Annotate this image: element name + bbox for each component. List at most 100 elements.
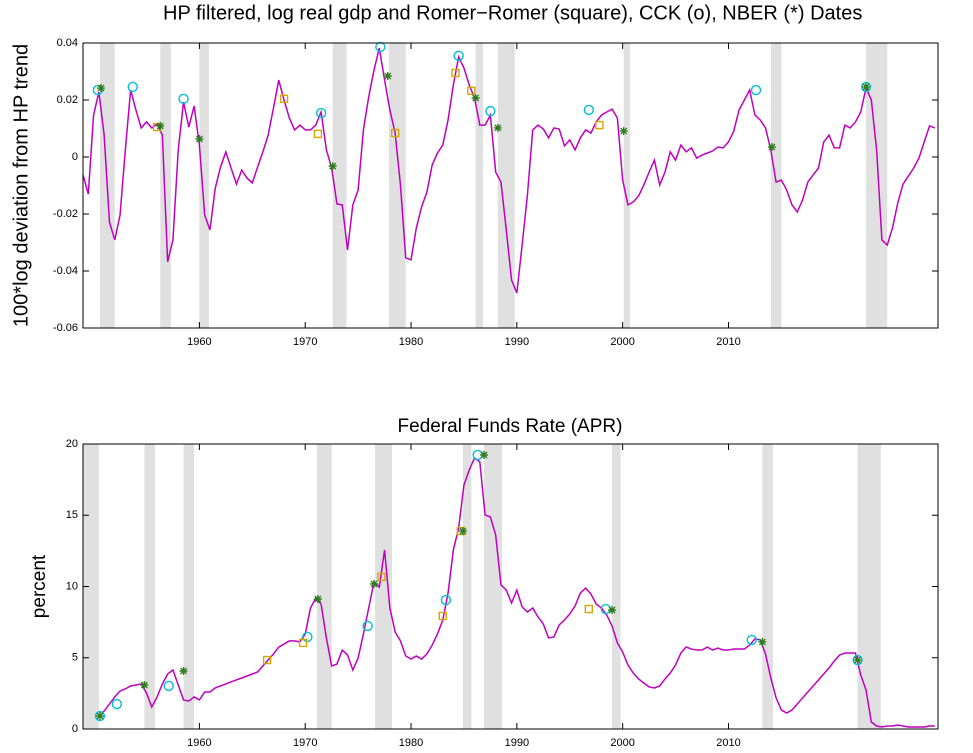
y-tick-label: 5 bbox=[72, 652, 78, 664]
subplot: 1960 1970 1980 1990 2000 2010 -0.06 -0.04 -0.02 0… bbox=[10, 2, 939, 348]
y-tick-label: 20 bbox=[66, 438, 78, 450]
romer-marker bbox=[390, 128, 400, 138]
x-tick-label: 2000 bbox=[610, 737, 634, 749]
y-tick-label: -0.06 bbox=[53, 322, 78, 334]
nber-marker bbox=[96, 84, 105, 93]
romer-marker bbox=[467, 86, 476, 96]
recession-band bbox=[388, 43, 406, 328]
cck-marker bbox=[375, 41, 386, 53]
x-tick-label: 1970 bbox=[293, 737, 317, 749]
subplot: 1960 1970 1980 1990 2000 2010 0 5 10 15 20 Federal … bbox=[29, 416, 939, 749]
nber-marker bbox=[313, 595, 322, 604]
chart-title: Federal Funds Rate (APR) bbox=[398, 416, 623, 437]
nber-marker bbox=[853, 656, 862, 665]
y-tick-label: 0.04 bbox=[57, 37, 78, 49]
romer-marker bbox=[298, 638, 308, 648]
nber-marker bbox=[619, 127, 628, 136]
y-tick-label: 0 bbox=[72, 723, 78, 735]
nber-marker bbox=[383, 72, 392, 81]
nber-marker bbox=[758, 637, 767, 646]
nber-marker bbox=[95, 712, 104, 721]
cck-marker bbox=[315, 107, 327, 119]
cck-marker bbox=[163, 680, 174, 692]
nber-marker bbox=[480, 450, 489, 459]
y-tick-label: -0.04 bbox=[53, 265, 78, 277]
y-tick-label: 0.02 bbox=[57, 94, 78, 106]
recession-band bbox=[144, 444, 155, 729]
recession-band bbox=[375, 444, 392, 729]
recession-band bbox=[484, 444, 503, 729]
cck-marker bbox=[852, 654, 863, 666]
cck-marker bbox=[583, 104, 595, 116]
data-line bbox=[83, 47, 936, 294]
recession-band bbox=[497, 43, 515, 328]
plot-area bbox=[83, 43, 936, 328]
x-tick-label: 1990 bbox=[505, 336, 529, 348]
cck-marker bbox=[178, 93, 189, 105]
x-tick-label: 1960 bbox=[187, 737, 211, 749]
plot-background bbox=[83, 444, 938, 729]
cck-marker bbox=[127, 81, 138, 93]
x-tick-label: 1970 bbox=[293, 336, 317, 348]
nber-marker bbox=[471, 94, 480, 103]
romer-marker bbox=[438, 611, 447, 621]
romer-marker bbox=[451, 68, 460, 78]
data-line bbox=[98, 456, 935, 728]
romer-marker bbox=[377, 572, 386, 582]
cck-marker bbox=[362, 620, 373, 632]
nber-marker bbox=[179, 667, 188, 676]
recession-band bbox=[475, 43, 483, 328]
recession-band bbox=[770, 43, 782, 328]
cck-marker bbox=[302, 631, 313, 643]
nber-marker bbox=[140, 680, 149, 689]
y-tick-label: 10 bbox=[66, 580, 78, 592]
romer-marker bbox=[313, 129, 323, 139]
cck-marker bbox=[860, 81, 872, 93]
romer-marker bbox=[262, 655, 272, 665]
axes-frame bbox=[82, 42, 939, 329]
x-tick-label: 2010 bbox=[716, 737, 740, 749]
x-tick-label: 1980 bbox=[399, 336, 423, 348]
x-tick-label: 1990 bbox=[505, 737, 529, 749]
recession-band bbox=[199, 43, 209, 328]
nber-marker bbox=[156, 121, 165, 130]
recession-band bbox=[623, 43, 631, 328]
cck-marker bbox=[485, 105, 496, 117]
nber-marker bbox=[458, 527, 467, 536]
nber-marker bbox=[195, 135, 204, 144]
nber-marker bbox=[493, 123, 502, 132]
y-tick-label: 0 bbox=[72, 151, 78, 163]
recession-band bbox=[183, 444, 195, 729]
cck-marker bbox=[94, 710, 106, 722]
recession-band bbox=[160, 43, 171, 328]
nber-marker bbox=[328, 162, 337, 171]
y-tick-label: 15 bbox=[66, 509, 78, 521]
nber-marker bbox=[608, 606, 617, 615]
romer-marker bbox=[595, 120, 604, 130]
nber-marker bbox=[767, 143, 776, 152]
x-tick-label: 1960 bbox=[187, 336, 211, 348]
x-tick-label: 1980 bbox=[399, 737, 423, 749]
cck-marker bbox=[746, 634, 757, 646]
recession-band bbox=[866, 43, 888, 328]
y-axis-label: percent bbox=[29, 554, 50, 618]
recession-band bbox=[612, 444, 621, 729]
romer-marker bbox=[279, 94, 289, 104]
nber-marker bbox=[369, 579, 378, 588]
x-tick-label: 2010 bbox=[716, 336, 740, 348]
recession-band bbox=[332, 43, 347, 328]
romer-marker bbox=[584, 604, 594, 614]
recession-band bbox=[762, 444, 773, 729]
chart-title: HP filtered, log real gdp and Romer−Rome… bbox=[163, 2, 862, 24]
cck-marker bbox=[440, 594, 452, 606]
nber-marker bbox=[862, 82, 871, 91]
y-axis-label: 100*log deviation from HP trend bbox=[10, 44, 32, 327]
recession-band bbox=[316, 444, 332, 729]
y-tick-label: -0.02 bbox=[53, 208, 78, 220]
recession-band bbox=[857, 444, 881, 729]
cck-marker bbox=[111, 698, 123, 710]
cck-marker bbox=[750, 84, 762, 96]
x-tick-label: 2000 bbox=[610, 336, 634, 348]
recession-band bbox=[462, 444, 472, 729]
